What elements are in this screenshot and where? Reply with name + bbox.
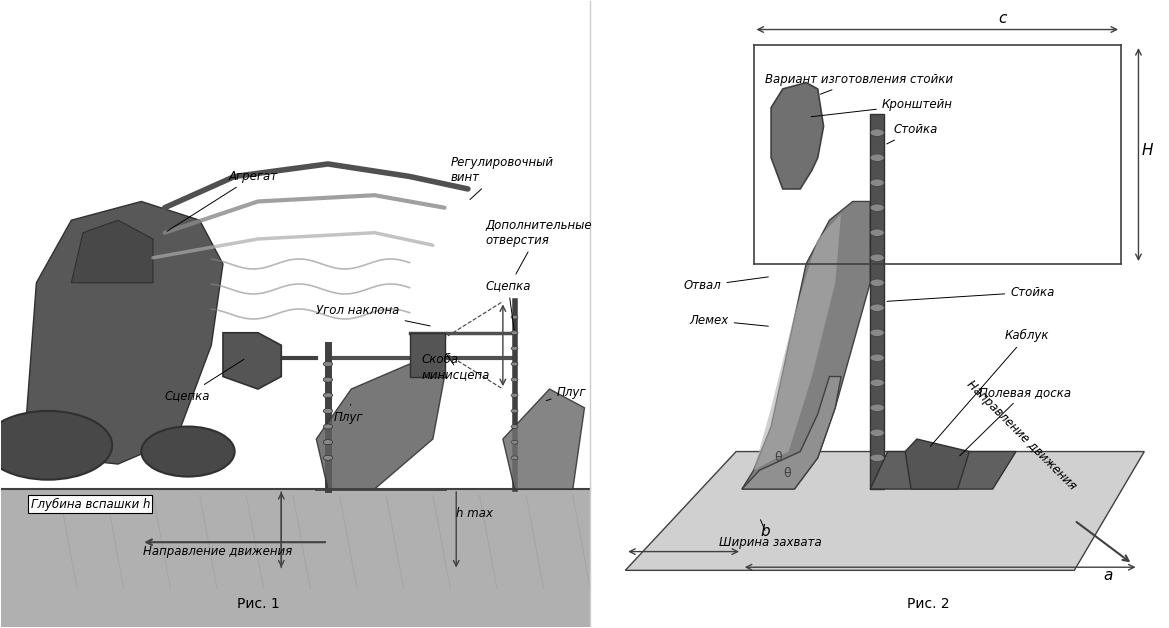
Text: h max: h max xyxy=(456,507,493,520)
Polygon shape xyxy=(409,333,444,377)
Text: Направление движения: Направление движения xyxy=(964,377,1079,492)
Circle shape xyxy=(511,393,518,397)
Text: Дополнительные
отверстия: Дополнительные отверстия xyxy=(485,219,592,274)
Circle shape xyxy=(870,129,884,136)
Circle shape xyxy=(324,440,333,445)
Circle shape xyxy=(870,354,884,362)
Polygon shape xyxy=(25,202,223,464)
Text: a: a xyxy=(1104,568,1113,583)
Polygon shape xyxy=(772,83,824,189)
Circle shape xyxy=(870,329,884,337)
Circle shape xyxy=(511,456,518,460)
Polygon shape xyxy=(503,389,584,489)
Circle shape xyxy=(511,378,518,382)
Text: Лемех: Лемех xyxy=(690,314,768,327)
Polygon shape xyxy=(742,377,841,489)
Circle shape xyxy=(870,254,884,261)
Text: Вариант изготовления стойки: Вариант изготовления стойки xyxy=(766,73,953,94)
Text: Сцепка: Сцепка xyxy=(165,359,244,402)
Circle shape xyxy=(0,411,112,480)
Circle shape xyxy=(870,279,884,286)
Text: Стойка: Стойка xyxy=(887,286,1054,301)
Text: b: b xyxy=(761,524,770,539)
Polygon shape xyxy=(905,439,969,489)
Circle shape xyxy=(870,429,884,436)
Circle shape xyxy=(324,408,333,413)
Text: Ширина захвата: Ширина захвата xyxy=(719,520,822,549)
Polygon shape xyxy=(870,114,884,489)
Text: Агрегат: Агрегат xyxy=(167,170,278,231)
Text: Кронштейн: Кронштейн xyxy=(811,98,953,117)
Text: Рис. 2: Рис. 2 xyxy=(907,597,950,611)
Circle shape xyxy=(511,425,518,428)
Circle shape xyxy=(511,409,518,413)
Polygon shape xyxy=(223,333,282,389)
Text: Плуг: Плуг xyxy=(546,386,586,401)
Circle shape xyxy=(870,204,884,212)
Circle shape xyxy=(511,331,518,335)
Text: Отвал: Отвал xyxy=(684,277,768,293)
Text: Рис. 1: Рис. 1 xyxy=(236,597,279,611)
Text: Каблук: Каблук xyxy=(931,329,1049,447)
Polygon shape xyxy=(317,364,444,489)
Circle shape xyxy=(324,377,333,382)
Text: Направление движения: Направление движения xyxy=(143,544,292,558)
Circle shape xyxy=(870,229,884,237)
Text: H: H xyxy=(1142,143,1154,158)
Circle shape xyxy=(870,404,884,411)
Polygon shape xyxy=(625,452,1144,570)
Circle shape xyxy=(511,362,518,366)
Text: Угол наклона: Угол наклона xyxy=(317,305,430,326)
Circle shape xyxy=(870,454,884,462)
Polygon shape xyxy=(71,220,153,283)
Text: Стойка: Стойка xyxy=(887,123,938,144)
Text: Регулировочный
винт: Регулировочный винт xyxy=(450,156,553,200)
Circle shape xyxy=(324,392,333,398)
Text: θ: θ xyxy=(775,451,782,464)
Circle shape xyxy=(870,379,884,386)
Text: Сцепка: Сцепка xyxy=(485,279,531,330)
Circle shape xyxy=(141,426,235,477)
Text: Глубина вспашки h: Глубина вспашки h xyxy=(30,498,150,511)
Circle shape xyxy=(511,440,518,444)
Circle shape xyxy=(870,179,884,187)
Text: Полевая доска: Полевая доска xyxy=(960,386,1071,456)
Circle shape xyxy=(870,304,884,311)
Polygon shape xyxy=(742,202,870,489)
Circle shape xyxy=(511,315,518,319)
Polygon shape xyxy=(1,489,590,627)
Circle shape xyxy=(870,154,884,161)
Circle shape xyxy=(324,362,333,367)
Circle shape xyxy=(324,455,333,460)
Text: Плуг: Плуг xyxy=(334,404,364,424)
Circle shape xyxy=(324,424,333,429)
Polygon shape xyxy=(870,452,1016,489)
Text: c: c xyxy=(998,11,1007,26)
Circle shape xyxy=(511,347,518,350)
Text: Скоба
минисцепа: Скоба минисцепа xyxy=(421,353,490,381)
Polygon shape xyxy=(754,214,841,470)
Text: θ: θ xyxy=(783,467,790,480)
